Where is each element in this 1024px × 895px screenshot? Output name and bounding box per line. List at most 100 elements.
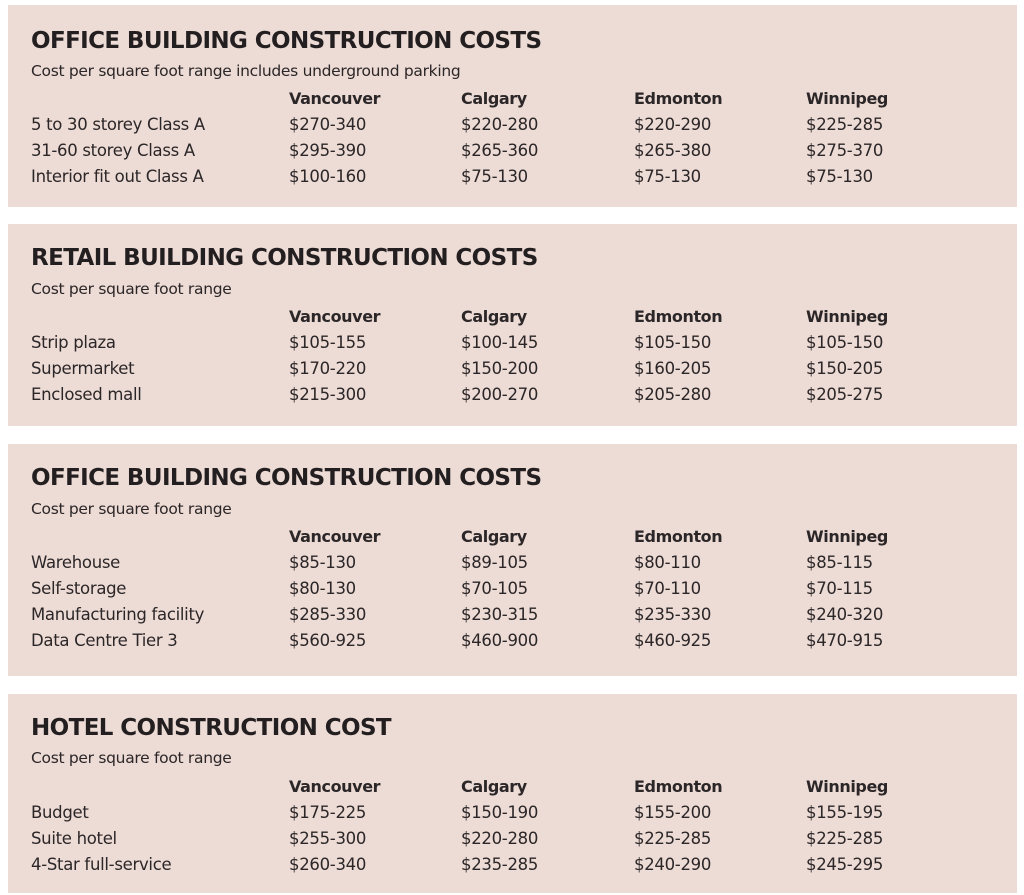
- cell-calgary: $265-360: [461, 141, 539, 160]
- row-label: Self-storage: [31, 579, 127, 598]
- column-header-edmonton: Edmonton: [634, 89, 723, 108]
- cell-edmonton: $205-280: [634, 385, 712, 404]
- cell-vancouver: $175-225: [289, 803, 367, 822]
- column-header-winnipeg: Winnipeg: [806, 777, 888, 796]
- table-header: Vancouver Calgary Edmonton Winnipeg: [8, 304, 1017, 330]
- row-label: Manufacturing facility: [31, 605, 205, 624]
- cell-winnipeg: $225-285: [806, 115, 884, 134]
- column-header-vancouver: Vancouver: [289, 527, 381, 546]
- table-row: Manufacturing facility $285-330 $230-315…: [8, 602, 1017, 628]
- row-label: 31-60 storey Class A: [31, 141, 195, 160]
- cell-vancouver: $255-300: [289, 829, 367, 848]
- table-row: Budget $175-225 $150-190 $155-200 $155-1…: [8, 800, 1017, 826]
- cell-vancouver: $560-925: [289, 631, 367, 650]
- cell-vancouver: $260-340: [289, 855, 367, 874]
- cell-edmonton: $225-285: [634, 829, 712, 848]
- table-header: Vancouver Calgary Edmonton Winnipeg: [8, 774, 1017, 800]
- panel-subtitle: Cost per square foot range: [31, 749, 232, 767]
- cell-edmonton: $75-130: [634, 167, 701, 186]
- table-row: 5 to 30 storey Class A $270-340 $220-280…: [8, 112, 1017, 138]
- hotel-costs-panel: HOTEL CONSTRUCTION COST Cost per square …: [8, 694, 1017, 893]
- cell-calgary: $230-315: [461, 605, 539, 624]
- industrial-costs-panel: OFFICE BUILDING CONSTRUCTION COSTS Cost …: [8, 444, 1017, 676]
- row-label: Enclosed mall: [31, 385, 142, 404]
- cell-vancouver: $170-220: [289, 359, 367, 378]
- cell-winnipeg: $205-275: [806, 385, 884, 404]
- panel-title: OFFICE BUILDING CONSTRUCTION COSTS: [31, 28, 542, 54]
- table-header: Vancouver Calgary Edmonton Winnipeg: [8, 86, 1017, 112]
- table-row: 4-Star full-service $260-340 $235-285 $2…: [8, 852, 1017, 878]
- cell-vancouver: $85-130: [289, 553, 356, 572]
- cell-edmonton: $220-290: [634, 115, 712, 134]
- cell-edmonton: $265-380: [634, 141, 712, 160]
- table-row: Strip plaza $105-155 $100-145 $105-150 $…: [8, 330, 1017, 356]
- cell-calgary: $200-270: [461, 385, 539, 404]
- row-label: Supermarket: [31, 359, 135, 378]
- column-header-vancouver: Vancouver: [289, 777, 381, 796]
- cell-vancouver: $295-390: [289, 141, 367, 160]
- cell-vancouver: $80-130: [289, 579, 356, 598]
- cell-vancouver: $105-155: [289, 333, 367, 352]
- table-row: 31-60 storey Class A $295-390 $265-360 $…: [8, 138, 1017, 164]
- cell-winnipeg: $75-130: [806, 167, 873, 186]
- table-row: Enclosed mall $215-300 $200-270 $205-280…: [8, 382, 1017, 408]
- cell-calgary: $235-285: [461, 855, 539, 874]
- row-label: Interior fit out Class A: [31, 167, 204, 186]
- cell-edmonton: $235-330: [634, 605, 712, 624]
- column-header-calgary: Calgary: [461, 89, 527, 108]
- cell-calgary: $70-105: [461, 579, 528, 598]
- column-header-vancouver: Vancouver: [289, 307, 381, 326]
- cell-edmonton: $70-110: [634, 579, 701, 598]
- panel-title: RETAIL BUILDING CONSTRUCTION COSTS: [31, 245, 538, 271]
- panel-subtitle: Cost per square foot range: [31, 280, 232, 298]
- cell-winnipeg: $245-295: [806, 855, 884, 874]
- cell-calgary: $220-280: [461, 829, 539, 848]
- office-costs-panel: OFFICE BUILDING CONSTRUCTION COSTS Cost …: [8, 5, 1017, 207]
- row-label: Strip plaza: [31, 333, 116, 352]
- cell-edmonton: $105-150: [634, 333, 712, 352]
- cell-vancouver: $215-300: [289, 385, 367, 404]
- cell-edmonton: $155-200: [634, 803, 712, 822]
- column-header-winnipeg: Winnipeg: [806, 307, 888, 326]
- row-label: 4-Star full-service: [31, 855, 172, 874]
- cell-edmonton: $460-925: [634, 631, 712, 650]
- retail-costs-panel: RETAIL BUILDING CONSTRUCTION COSTS Cost …: [8, 224, 1017, 426]
- row-label: Warehouse: [31, 553, 121, 572]
- column-header-edmonton: Edmonton: [634, 307, 723, 326]
- cell-calgary: $460-900: [461, 631, 539, 650]
- cell-winnipeg: $70-115: [806, 579, 873, 598]
- cell-winnipeg: $155-195: [806, 803, 884, 822]
- row-label: Budget: [31, 803, 89, 822]
- row-label: 5 to 30 storey Class A: [31, 115, 205, 134]
- column-header-edmonton: Edmonton: [634, 777, 723, 796]
- panel-title: OFFICE BUILDING CONSTRUCTION COSTS: [31, 465, 542, 491]
- cell-edmonton: $160-205: [634, 359, 712, 378]
- cell-calgary: $150-200: [461, 359, 539, 378]
- cell-winnipeg: $470-915: [806, 631, 884, 650]
- table-header: Vancouver Calgary Edmonton Winnipeg: [8, 524, 1017, 550]
- cell-winnipeg: $85-115: [806, 553, 873, 572]
- cell-vancouver: $100-160: [289, 167, 367, 186]
- cell-calgary: $75-130: [461, 167, 528, 186]
- table-row: Interior fit out Class A $100-160 $75-13…: [8, 164, 1017, 190]
- column-header-calgary: Calgary: [461, 307, 527, 326]
- column-header-edmonton: Edmonton: [634, 527, 723, 546]
- panel-title: HOTEL CONSTRUCTION COST: [31, 715, 392, 741]
- column-header-vancouver: Vancouver: [289, 89, 381, 108]
- cell-edmonton: $80-110: [634, 553, 701, 572]
- cell-calgary: $100-145: [461, 333, 539, 352]
- column-header-winnipeg: Winnipeg: [806, 89, 888, 108]
- table-row: Self-storage $80-130 $70-105 $70-110 $70…: [8, 576, 1017, 602]
- cell-calgary: $220-280: [461, 115, 539, 134]
- column-header-winnipeg: Winnipeg: [806, 527, 888, 546]
- cell-winnipeg: $105-150: [806, 333, 884, 352]
- panel-subtitle: Cost per square foot range: [31, 500, 232, 518]
- cell-vancouver: $270-340: [289, 115, 367, 134]
- cell-winnipeg: $240-320: [806, 605, 884, 624]
- cell-winnipeg: $150-205: [806, 359, 884, 378]
- cell-calgary: $89-105: [461, 553, 528, 572]
- panel-subtitle: Cost per square foot range includes unde…: [31, 62, 461, 80]
- cell-calgary: $150-190: [461, 803, 539, 822]
- column-header-calgary: Calgary: [461, 777, 527, 796]
- cell-edmonton: $240-290: [634, 855, 712, 874]
